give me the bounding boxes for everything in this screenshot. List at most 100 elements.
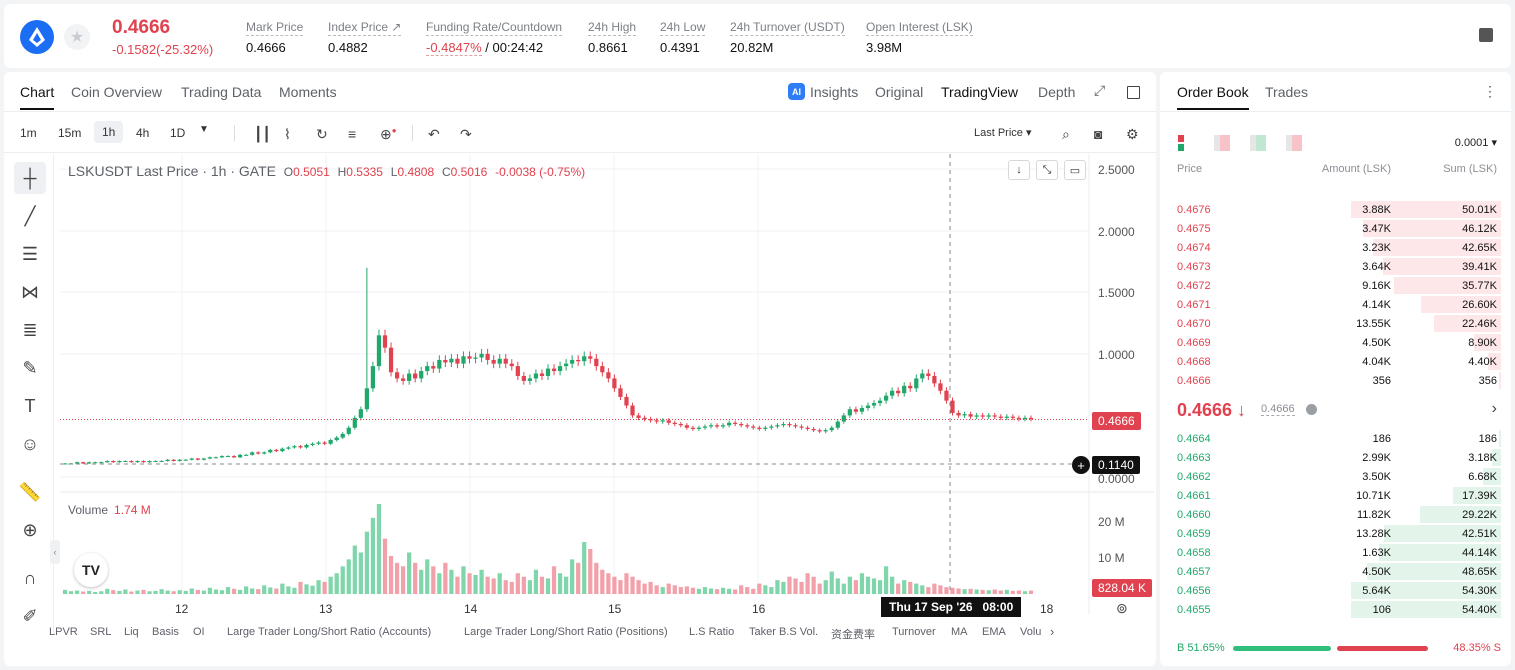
fullscreen-icon[interactable]: ▭ <box>1064 160 1086 180</box>
ind-lpvr[interactable]: LPVR <box>49 626 78 638</box>
vol-tick: 20 M <box>1098 515 1125 529</box>
tab-trades[interactable]: Trades <box>1265 84 1309 100</box>
volume-bar <box>328 576 333 594</box>
replay-icon[interactable]: ↻ <box>316 126 328 142</box>
indicator-next-icon[interactable]: › <box>1050 624 1055 639</box>
ind-basis[interactable]: Basis <box>152 626 179 638</box>
bid-row[interactable]: 0.4662 3.50K 6.68K <box>1160 467 1511 486</box>
volume-bar <box>171 591 176 594</box>
candle-body <box>352 417 357 428</box>
candle-body <box>304 444 309 448</box>
trendline-icon[interactable]: ╱ <box>24 205 36 226</box>
undo-icon[interactable]: ↶ <box>428 126 440 142</box>
precision-select[interactable]: 0.0001 ▾ <box>1454 137 1497 149</box>
stat-index-price[interactable]: Index Price ↗ 0.4882 <box>328 20 402 55</box>
bid-row[interactable]: 0.4655 106 54.40K <box>1160 600 1511 619</box>
candle-body <box>183 459 188 461</box>
tf-4h[interactable]: 4h <box>136 126 150 140</box>
tab-chart[interactable]: Chart <box>20 84 55 110</box>
ind-lt-accounts[interactable]: Large Trader Long/Short Ratio (Accounts) <box>227 626 432 638</box>
view-depth[interactable]: Depth <box>1038 84 1076 100</box>
ind-liq[interactable]: Liq <box>124 626 139 638</box>
ind-taker-vol[interactable]: Taker B.S Vol. <box>749 626 819 638</box>
pencil-lock-icon[interactable]: ✐ <box>22 605 38 626</box>
ind-srl[interactable]: SRL <box>90 626 112 638</box>
book-icon[interactable] <box>1479 28 1493 42</box>
collapse-sidebar-icon[interactable]: ‹ <box>50 540 60 564</box>
ask-row[interactable]: 0.4671 4.14K 26.60K <box>1160 295 1511 314</box>
view-asks-icon[interactable] <box>1250 135 1266 151</box>
axis-settings-icon[interactable]: ⊚ <box>1116 600 1128 616</box>
bid-row[interactable]: 0.4661 10.71K 17.39K <box>1160 486 1511 505</box>
ask-row[interactable]: 0.4670 13.55K 22.46K <box>1160 314 1511 333</box>
price-source-select[interactable]: Last Price ▾ <box>974 127 1032 139</box>
fib-icon[interactable]: ≣ <box>22 319 38 340</box>
add-indicator-icon[interactable]: ⊕● <box>380 126 397 142</box>
ruler-icon[interactable]: 📏 <box>18 481 42 502</box>
tf-15m[interactable]: 15m <box>58 126 82 140</box>
bid-row[interactable]: 0.4656 5.64K 54.30K <box>1160 581 1511 600</box>
favorite-star-icon[interactable]: ★ <box>64 24 90 50</box>
camera-icon[interactable]: ◙ <box>1094 126 1103 142</box>
expand-icon[interactable]: ⤢ <box>1094 82 1106 98</box>
candle-type-icon[interactable]: ┃┃ <box>254 126 271 142</box>
text-tool-icon[interactable]: T <box>24 395 36 416</box>
collapse-icon[interactable]: ⤡ <box>1036 160 1058 180</box>
scroll-down-icon[interactable]: ↓ <box>1008 160 1030 180</box>
ind-funding-rate[interactable]: 资金费率 <box>831 629 875 641</box>
ind-ema[interactable]: EMA <box>982 626 1006 638</box>
ind-volume[interactable]: Volu <box>1020 626 1042 638</box>
ask-row[interactable]: 0.4673 3.64K 39.41K <box>1160 257 1511 276</box>
view-original[interactable]: Original <box>875 84 924 100</box>
tf-1h[interactable]: 1h <box>94 121 124 143</box>
tf-1m[interactable]: 1m <box>20 126 37 140</box>
ask-row[interactable]: 0.4674 3.23K 42.65K <box>1160 238 1511 257</box>
horizontal-lines-icon[interactable]: ☰ <box>21 243 39 264</box>
ind-oi[interactable]: OI <box>193 626 205 638</box>
bid-row[interactable]: 0.4664 186 186 <box>1160 429 1511 448</box>
templates-icon[interactable]: ≡ <box>348 126 357 142</box>
candlestick-chart[interactable] <box>4 72 1156 666</box>
ind-turnover[interactable]: Turnover <box>892 626 936 638</box>
tab-moments[interactable]: Moments <box>279 84 337 100</box>
ask-row[interactable]: 0.4672 9.16K 35.77K <box>1160 276 1511 295</box>
ask-row[interactable]: 0.4668 4.04K 4.40K <box>1160 352 1511 371</box>
view-insights[interactable]: Insights <box>810 84 859 100</box>
brush-icon[interactable]: ✎ <box>22 357 38 378</box>
ind-lt-positions[interactable]: Large Trader Long/Short Ratio (Positions… <box>464 626 668 638</box>
redo-icon[interactable]: ↷ <box>460 126 472 142</box>
bid-row[interactable]: 0.4659 13.28K 42.51K <box>1160 524 1511 543</box>
search-icon[interactable]: ⌕ <box>1062 126 1070 142</box>
ind-ma[interactable]: MA <box>951 626 968 638</box>
more-options-icon[interactable]: ⋮ <box>1483 83 1497 99</box>
indicators-icon[interactable]: ⌇ <box>284 126 291 142</box>
ask-row[interactable]: 0.4675 3.47K 46.12K <box>1160 219 1511 238</box>
ind-ls-ratio[interactable]: L.S Ratio <box>689 626 735 638</box>
window-icon[interactable] <box>1127 86 1140 99</box>
view-alt-icon[interactable] <box>1286 135 1302 151</box>
zoom-in-icon[interactable]: ⊕ <box>22 519 38 540</box>
chevron-right-icon[interactable]: › <box>1491 400 1497 417</box>
tab-coin-overview[interactable]: Coin Overview <box>71 84 163 100</box>
bid-row[interactable]: 0.4658 1.63K 44.14K <box>1160 543 1511 562</box>
depth-bar <box>1366 563 1501 580</box>
pattern-icon[interactable]: ⋈ <box>21 281 39 302</box>
add-alert-icon[interactable]: + <box>1072 456 1090 474</box>
tab-trading-data[interactable]: Trading Data <box>181 84 262 100</box>
bid-row[interactable]: 0.4663 2.99K 3.18K <box>1160 448 1511 467</box>
ask-row[interactable]: 0.4676 3.88K 50.01K <box>1160 200 1511 219</box>
bid-row[interactable]: 0.4657 4.50K 48.65K <box>1160 562 1511 581</box>
settings-gear-icon[interactable]: ⚙ <box>1126 126 1139 142</box>
timeframe-dropdown-icon[interactable]: ▼ <box>199 124 209 135</box>
bid-row[interactable]: 0.4660 11.82K 29.22K <box>1160 505 1511 524</box>
view-both-icon[interactable] <box>1178 135 1194 151</box>
ask-row[interactable]: 0.4669 4.50K 8.90K <box>1160 333 1511 352</box>
view-bids-icon[interactable] <box>1214 135 1230 151</box>
view-tradingview[interactable]: TradingView <box>941 84 1019 100</box>
tab-order-book[interactable]: Order Book <box>1177 84 1249 110</box>
emoji-icon[interactable]: ☺ <box>20 433 40 454</box>
magnet-icon[interactable]: ∩ <box>23 567 37 588</box>
crosshair-icon[interactable]: ┼ <box>14 162 46 194</box>
tf-1d[interactable]: 1D <box>170 126 186 140</box>
ask-row[interactable]: 0.4666 356 356 <box>1160 371 1511 390</box>
